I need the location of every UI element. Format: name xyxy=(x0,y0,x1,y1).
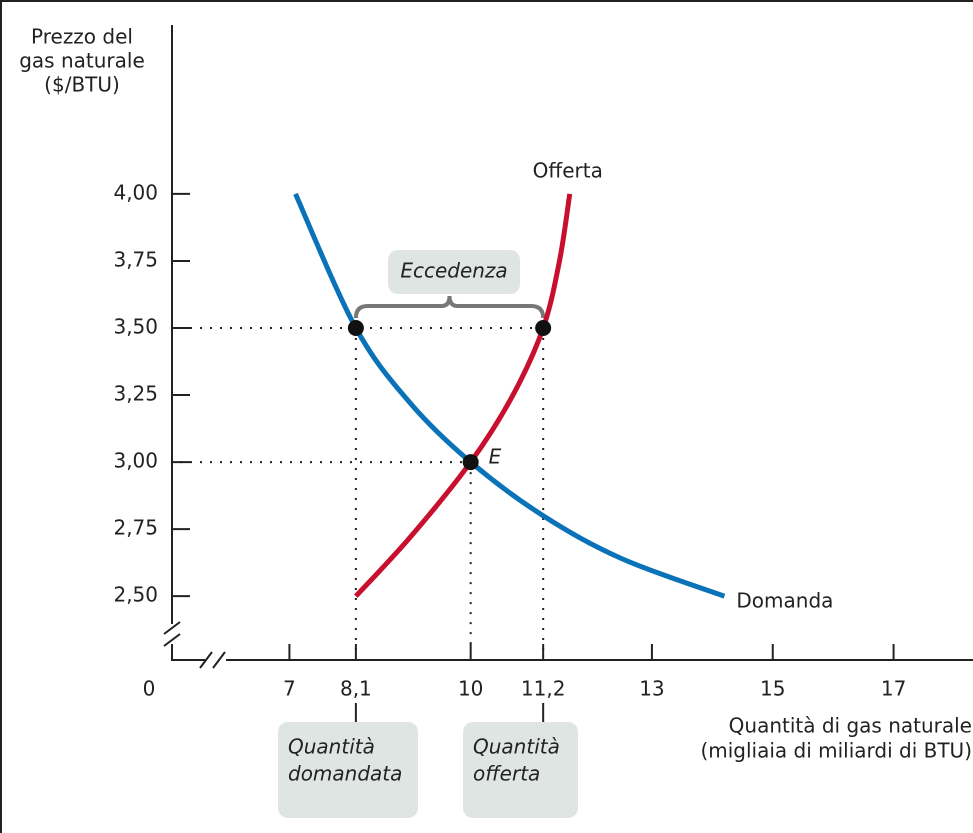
y-tick-label: 3,00 xyxy=(113,449,158,473)
y-tick-label: 3,75 xyxy=(113,247,158,271)
x-tick-label: 8,1 xyxy=(340,677,372,701)
y-tick-label: 3,50 xyxy=(113,315,158,339)
y-axis-label: ($/BTU) xyxy=(44,73,120,97)
annotation: Quantità xyxy=(288,735,375,759)
point xyxy=(535,320,552,336)
series-label: Offerta xyxy=(533,158,603,182)
x-tick-label: 10 xyxy=(458,677,483,701)
y-axis xyxy=(171,644,205,661)
y-tick-label: 4,00 xyxy=(113,180,158,204)
annotation-box xyxy=(388,250,520,294)
annotation: Quantità xyxy=(473,735,560,759)
x-axis-label: (migliaia di miliardi di BTU) xyxy=(700,739,972,763)
y-tick-label: 2,75 xyxy=(113,516,158,540)
y-tick-label: 3,25 xyxy=(113,382,158,406)
y-axis-label: Prezzo del xyxy=(31,25,133,49)
axis-break xyxy=(163,621,181,647)
x-tick-label: 13 xyxy=(639,677,664,701)
point xyxy=(347,320,364,336)
x-tick-label: 17 xyxy=(881,677,906,701)
curve xyxy=(354,193,573,598)
annotation: domandata xyxy=(288,762,402,786)
annotation-box xyxy=(278,722,418,818)
x-tick-label: 15 xyxy=(760,677,785,701)
brace xyxy=(353,295,546,319)
y-axis-label: gas naturale xyxy=(19,49,145,73)
y-tick-label: 2,50 xyxy=(113,583,158,607)
point xyxy=(462,454,479,471)
origin-label: 0 xyxy=(143,677,156,701)
axis-break xyxy=(199,651,226,669)
annotation: Eccedenza xyxy=(400,259,507,283)
x-axis-label: Quantità di gas naturale xyxy=(729,714,972,738)
x-tick-label: 11,2 xyxy=(521,677,566,701)
series-label: Domanda xyxy=(736,589,833,613)
x-tick-label: 7 xyxy=(283,677,296,701)
annotation-box xyxy=(463,722,578,818)
annotation: offerta xyxy=(473,762,540,786)
point-label: E xyxy=(489,445,502,469)
